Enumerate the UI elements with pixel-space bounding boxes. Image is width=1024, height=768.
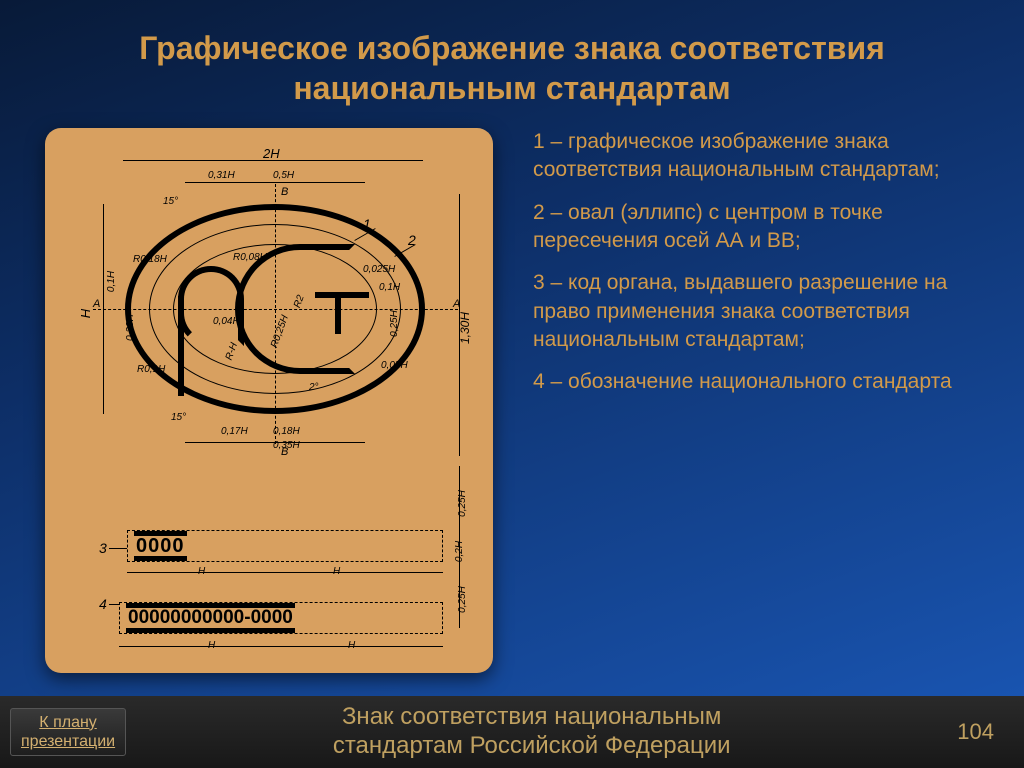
- callout-1: 1: [363, 216, 371, 232]
- back-to-plan-button[interactable]: К плану презентации: [10, 708, 126, 756]
- dim-018h: 0,18H: [273, 426, 300, 437]
- dim-05h: 0,5H: [273, 170, 294, 181]
- axis-a-left: A: [93, 298, 100, 310]
- code-row-4: 00000000000-0000: [119, 602, 443, 634]
- dim-031h: 0,31H: [208, 170, 235, 181]
- dim-017h: 0,17H: [221, 426, 248, 437]
- content-area: 2H 0,31H 0,5H B 15°: [0, 128, 1024, 696]
- dim-r008h: R0,08H: [233, 252, 267, 263]
- diagram: 2H 0,31H 0,5H B 15°: [45, 128, 493, 673]
- dim-r018h: R0,18H: [133, 254, 167, 265]
- dim-h: H: [78, 309, 93, 318]
- callout-3: 3: [99, 540, 107, 556]
- dim-005h: 0,05H: [381, 360, 408, 371]
- slide-title: Графическое изображение знака соответств…: [0, 0, 1024, 118]
- dim-01h-r: 0,1H: [379, 282, 400, 293]
- footer-subtitle-l1: Знак соответствия национальным: [136, 703, 927, 732]
- dim-01h-l: 0,1H: [106, 271, 117, 292]
- legend-item-1: 1 – графическое изображение знака соотве…: [533, 128, 978, 185]
- legend: 1 – графическое изображение знака соотве…: [533, 128, 978, 696]
- slide: Графическое изображение знака соответств…: [0, 0, 1024, 768]
- page-number: 104: [957, 719, 994, 745]
- code4-value: 00000000000-0000: [126, 603, 295, 633]
- legend-item-2: 2 – овал (эллипс) с центром в точке пере…: [533, 199, 978, 256]
- footer: К плану презентации Знак соответствия на…: [0, 696, 1024, 768]
- footer-subtitle-l2: стандартам Российской Федерации: [136, 732, 927, 761]
- legend-item-4: 4 – обозначение национального стандарта: [533, 368, 978, 396]
- diagram-canvas: 2H 0,31H 0,5H B 15°: [63, 146, 475, 655]
- axis-b-bot: B: [281, 446, 288, 458]
- dim-028h: 0,28H: [125, 314, 136, 341]
- back-link-line1: К плану: [21, 713, 115, 732]
- dim-15b: 15°: [171, 412, 186, 423]
- dim-025h: 0,25H: [389, 310, 400, 337]
- dim-2deg: 2°: [309, 382, 319, 393]
- code3-value: 0000: [134, 531, 187, 561]
- dim-overall: 2H: [263, 146, 280, 161]
- dim-004h: 0,04H: [213, 316, 240, 327]
- dim-r01h: R0,1H: [137, 364, 165, 375]
- dim-130h: 1,30H: [458, 312, 472, 344]
- legend-item-3: 3 – код органа, выдавшего разрешение на …: [533, 269, 978, 354]
- callout-4: 4: [99, 596, 107, 612]
- dim-0025h: 0,025H: [363, 264, 395, 275]
- dim-15a: 15°: [163, 196, 178, 207]
- axis-b-top: B: [281, 186, 288, 198]
- code-row-3: 0000: [127, 530, 443, 562]
- footer-subtitle: Знак соответствия национальным стандарта…: [136, 703, 927, 761]
- back-link-line2: презентации: [21, 732, 115, 751]
